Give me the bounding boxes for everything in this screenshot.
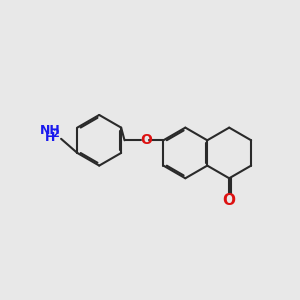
Text: H: H: [45, 130, 55, 143]
Text: 2: 2: [52, 128, 59, 139]
Text: NH: NH: [40, 124, 60, 137]
Text: O: O: [140, 133, 152, 147]
Text: O: O: [223, 194, 236, 208]
